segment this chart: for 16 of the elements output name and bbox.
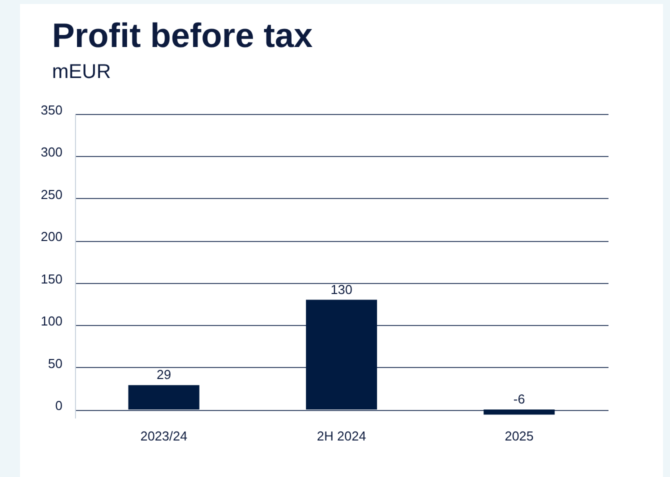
chart-subtitle: mEUR [52, 61, 111, 83]
x-tick-label: 2H 2024 [316, 428, 366, 444]
data-label: 29 [156, 367, 172, 382]
x-tick-label: 2023/24 [140, 428, 188, 444]
y-tick-label: 150 [40, 271, 62, 286]
y-tick-label: 250 [40, 186, 62, 202]
data-label: -6 [513, 392, 525, 407]
x-tick-label: 2025 [504, 428, 534, 444]
y-tick-label: 200 [40, 229, 62, 244]
y-tick-label: 350 [40, 102, 62, 118]
y-tick-label: 0 [55, 398, 62, 414]
chart-title: Profit before tax [52, 17, 313, 55]
y-tick-label: 50 [48, 356, 62, 371]
y-tick-label: 100 [40, 314, 62, 329]
y-tick-label: 300 [40, 144, 62, 160]
data-label: 130 [330, 282, 352, 297]
